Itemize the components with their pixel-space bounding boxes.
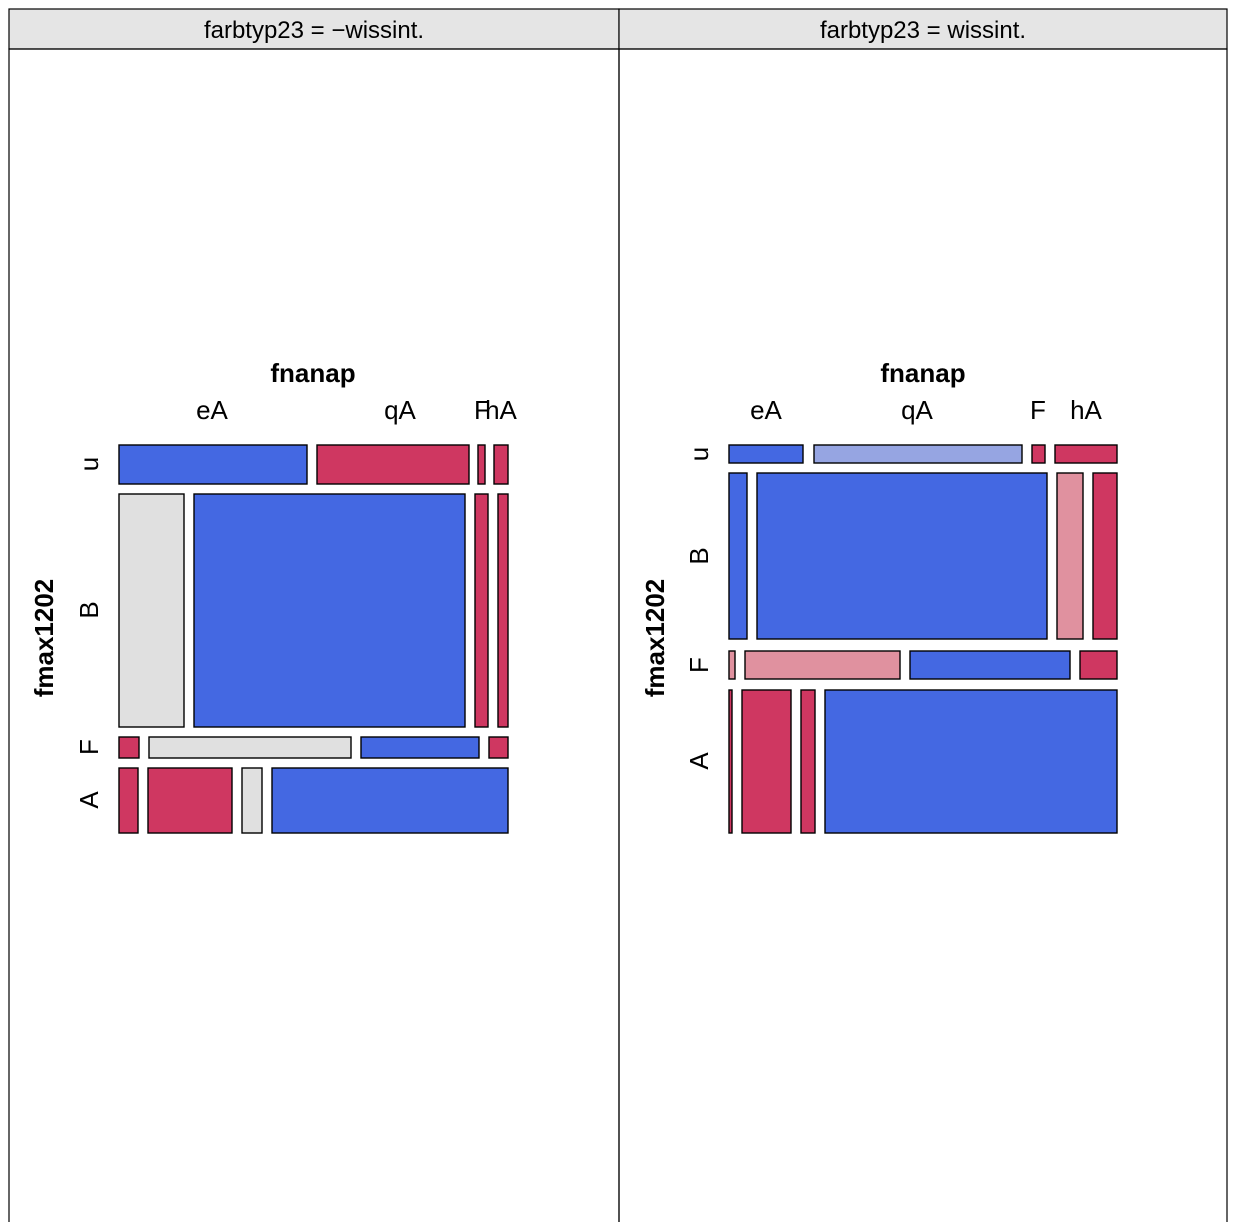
mosaic-tile	[474, 493, 489, 728]
mosaic-tile	[1031, 444, 1046, 464]
mosaic-tile	[118, 736, 140, 759]
x-tick-label: qA	[901, 395, 933, 425]
x-title-left: fnanap	[270, 358, 355, 388]
mosaic-tile	[800, 689, 816, 834]
strip-left-label: farbtyp23 = −wissint.	[204, 17, 424, 44]
mosaic-tile	[744, 650, 901, 680]
panel-right: farbtyp23 = wissint. fnanap fmax1202 eA …	[618, 8, 1228, 1222]
y-tick-label: u	[684, 447, 714, 461]
y-tick-label: u	[74, 457, 104, 471]
mosaic-tile	[477, 444, 486, 485]
x-tick-label: eA	[196, 395, 228, 425]
y-tick-label: A	[74, 791, 104, 809]
mosaic-tile	[118, 444, 308, 485]
tiles-left	[118, 444, 509, 834]
strip-right-label: farbtyp23 = wissint.	[820, 17, 1026, 44]
y-ticks-left: u B F A	[74, 457, 104, 809]
tiles-right	[728, 444, 1118, 834]
mosaic-tile	[360, 736, 480, 759]
mosaic-tile	[1056, 472, 1084, 640]
mosaic-tile	[741, 689, 792, 834]
mosaic-tile	[1092, 472, 1118, 640]
panel-left: farbtyp23 = −wissint. fnanap fmax1202 eA…	[8, 8, 620, 1222]
panel-right-frame	[618, 48, 1228, 1222]
x-tick-label: hA	[485, 395, 517, 425]
mosaic-tile	[728, 444, 804, 464]
mosaic-tile	[813, 444, 1023, 464]
mosaic-tile	[241, 767, 263, 834]
mosaic-tile	[824, 689, 1118, 834]
y-tick-label: F	[684, 657, 714, 673]
x-ticks-right: eA qA F hA	[750, 395, 1102, 425]
mosaic-tile	[909, 650, 1071, 680]
mosaic-tile	[118, 493, 185, 728]
mosaic-tile	[728, 650, 736, 680]
x-tick-label: hA	[1070, 395, 1102, 425]
x-tick-label: F	[1030, 395, 1046, 425]
x-ticks-left: eA qA F hA	[196, 395, 517, 425]
mosaic-tile	[1079, 650, 1118, 680]
mosaic-tile	[316, 444, 470, 485]
mosaic-tile	[756, 472, 1048, 640]
x-tick-label: qA	[384, 395, 416, 425]
mosaic-tile	[1054, 444, 1118, 464]
y-title-left: fmax1202	[29, 579, 59, 698]
x-title-right: fnanap	[880, 358, 965, 388]
mosaic-tile	[148, 736, 352, 759]
mosaic-tile	[493, 444, 509, 485]
mosaic-tile	[193, 493, 466, 728]
mosaic-tile	[488, 736, 509, 759]
y-tick-label: A	[684, 752, 714, 770]
x-tick-label: eA	[750, 395, 782, 425]
mosaic-tile	[271, 767, 509, 834]
y-title-right: fmax1202	[640, 579, 670, 698]
y-tick-label: B	[74, 601, 104, 618]
mosaic-tile	[147, 767, 233, 834]
mosaic-tile	[497, 493, 509, 728]
y-ticks-right: u B F A	[684, 447, 714, 770]
mosaic-tile	[728, 689, 733, 834]
y-tick-label: B	[684, 547, 714, 564]
y-tick-label: F	[74, 739, 104, 755]
strip-left-bg	[8, 8, 620, 50]
mosaic-tile	[728, 472, 748, 640]
x-tick-label: F	[474, 395, 490, 425]
mosaic-tile	[118, 767, 139, 834]
